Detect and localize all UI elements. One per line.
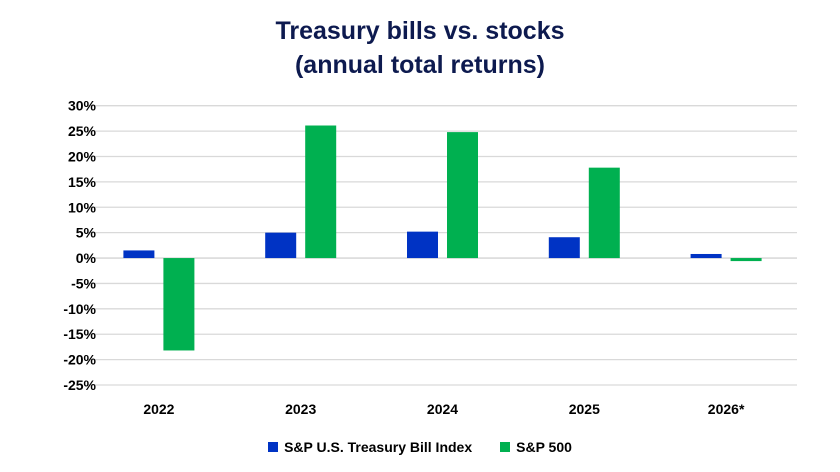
x-tick-label: 2022 bbox=[143, 401, 174, 417]
legend-label-tbill: S&P U.S. Treasury Bill Index bbox=[284, 439, 473, 455]
chart-subtitle: (annual total returns) bbox=[294, 51, 545, 79]
legend-swatch-tbill bbox=[268, 442, 279, 452]
legend-label-sp500: S&P 500 bbox=[516, 439, 572, 455]
y-tick-label: -20% bbox=[63, 352, 96, 368]
x-tick-label: 2025 bbox=[569, 401, 600, 417]
y-tick-label: 5% bbox=[76, 225, 97, 241]
legend-item-tbill: S&P U.S. Treasury Bill Index bbox=[268, 439, 472, 455]
bar-sp500-2025 bbox=[588, 167, 620, 259]
y-tick-label: 25% bbox=[68, 123, 97, 139]
y-tick-label: 20% bbox=[68, 148, 97, 164]
legend-item-sp500: S&P 500 bbox=[500, 439, 572, 455]
y-tick-label: 15% bbox=[68, 174, 97, 190]
bar-tbill-2022 bbox=[123, 250, 155, 259]
legend-swatch-sp500 bbox=[500, 442, 511, 452]
x-tick-label: 2023 bbox=[285, 401, 316, 417]
bar-tbill-2026 bbox=[690, 253, 722, 259]
bar-tbill-2024 bbox=[407, 231, 438, 259]
x-tick-label: 2024 bbox=[427, 401, 458, 417]
y-tick-label: -25% bbox=[63, 377, 96, 393]
chart-title: Treasury bills vs. stocks (annual total … bbox=[0, 14, 840, 82]
bar-sp500-2023 bbox=[305, 125, 337, 259]
y-tick-label: -15% bbox=[63, 326, 96, 342]
bar-sp500-2024 bbox=[447, 132, 478, 259]
chart-title-line1: Treasury bills vs. stocks bbox=[275, 17, 565, 45]
bar-sp500-2026 bbox=[730, 258, 762, 262]
y-tick-label: 0% bbox=[76, 250, 97, 266]
x-tick-label: 2026* bbox=[708, 401, 745, 417]
y-tick-label: 30% bbox=[68, 98, 97, 114]
legend: S&P U.S. Treasury Bill Index S&P 500 bbox=[0, 439, 840, 455]
bar-tbill-2023 bbox=[265, 232, 297, 259]
y-tick-label: -10% bbox=[63, 301, 96, 317]
bar-sp500-2022 bbox=[163, 258, 195, 351]
bar-tbill-2025 bbox=[548, 237, 580, 259]
y-tick-label: -5% bbox=[71, 275, 96, 291]
y-tick-label: 10% bbox=[68, 199, 97, 215]
